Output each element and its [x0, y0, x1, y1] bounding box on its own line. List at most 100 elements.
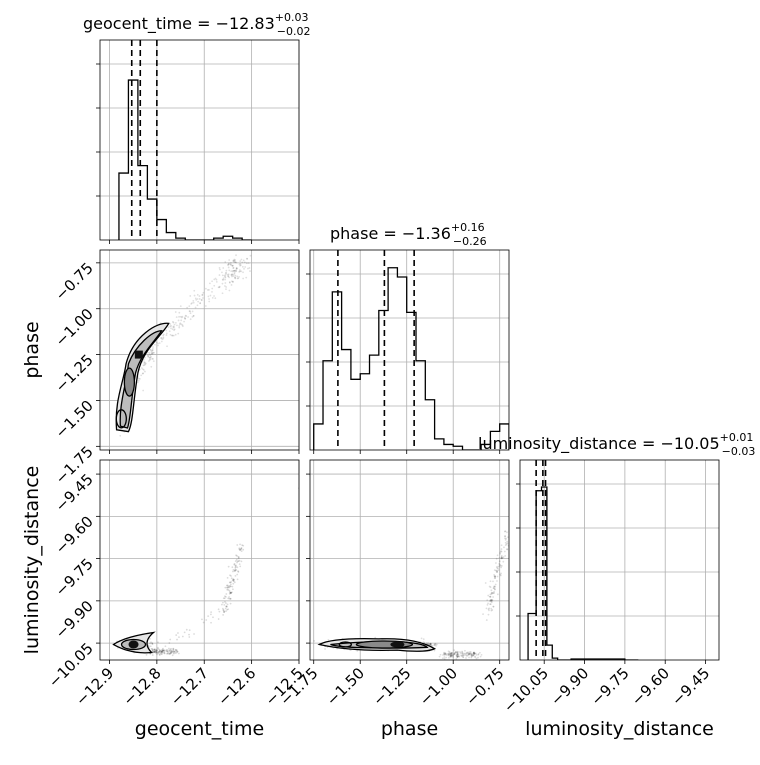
sample-point — [444, 652, 446, 654]
sample-point — [236, 277, 239, 280]
sample-point — [451, 652, 454, 655]
sample-point — [150, 365, 153, 368]
sample-point — [234, 276, 236, 279]
sample-point — [172, 648, 175, 651]
sample-point — [175, 651, 178, 654]
sample-point — [232, 579, 235, 582]
sample-point — [450, 652, 453, 655]
sample-point — [218, 274, 221, 276]
sample-point — [236, 578, 239, 581]
sample-point — [161, 648, 164, 651]
sample-point — [465, 657, 467, 659]
sample-point — [236, 275, 239, 278]
sample-point — [470, 653, 473, 655]
sample-point — [232, 269, 235, 272]
sample-point — [475, 652, 477, 655]
sample-point — [226, 586, 229, 589]
sample-point — [456, 656, 459, 658]
sample-point — [468, 656, 470, 659]
sample-point — [201, 293, 204, 296]
sample-point — [499, 550, 502, 553]
sample-point — [173, 650, 175, 653]
sample-point — [435, 645, 437, 647]
sample-point — [229, 591, 232, 594]
contour-line-inner — [123, 367, 136, 397]
sample-point — [459, 652, 462, 655]
sample-point — [230, 270, 233, 273]
x-tick-label-luminosity_distance: −10.05 — [500, 664, 552, 716]
sample-point — [162, 649, 165, 652]
sample-point — [147, 360, 150, 362]
sample-point — [499, 573, 502, 576]
sample-point — [155, 651, 158, 653]
sample-point — [492, 592, 495, 595]
sample-point — [491, 609, 494, 611]
sample-point — [429, 642, 432, 645]
sample-point — [143, 361, 146, 363]
sample-point — [243, 267, 245, 270]
sample-point — [450, 654, 453, 657]
sample-point — [184, 317, 187, 320]
sample-point — [449, 655, 452, 658]
sample-point — [167, 326, 170, 329]
sample-point — [470, 653, 473, 656]
sample-point — [240, 547, 243, 549]
sample-point — [200, 299, 203, 302]
sample-point — [497, 567, 500, 570]
sample-point — [235, 564, 237, 567]
sample-point — [150, 641, 152, 644]
x-tick-label-geocent_time: −12.7 — [167, 664, 212, 709]
sample-point — [449, 655, 452, 658]
sample-point — [147, 355, 149, 357]
sample-point — [468, 652, 470, 655]
sample-point — [145, 653, 148, 656]
sample-point — [151, 649, 154, 652]
sample-point — [225, 272, 228, 274]
sample-point — [488, 599, 491, 602]
sample-point — [482, 613, 484, 616]
sample-point — [490, 592, 493, 594]
sample-point — [427, 642, 430, 645]
sample-point — [152, 358, 154, 360]
sample-point — [141, 372, 144, 375]
sample-point — [149, 354, 152, 357]
sample-point — [470, 656, 473, 659]
sample-point — [238, 270, 241, 273]
sample-point — [225, 269, 228, 272]
sample-point — [452, 653, 454, 656]
title-minus-geocent_time: −0.02 — [277, 25, 311, 38]
sample-point — [236, 560, 239, 563]
sample-point — [136, 381, 139, 384]
sample-point — [495, 566, 498, 568]
sample-point — [151, 352, 154, 355]
sample-point — [206, 289, 209, 291]
sample-point — [147, 354, 149, 357]
sample-point — [149, 348, 152, 351]
sample-point — [234, 274, 237, 277]
sample-point — [491, 592, 494, 594]
sample-point — [228, 586, 231, 589]
title-minus-luminosity_distance: −0.03 — [722, 445, 756, 458]
sample-point — [472, 651, 475, 654]
sample-point — [186, 306, 189, 309]
sample-point — [224, 586, 227, 589]
sample-point — [493, 587, 495, 589]
sample-point — [453, 652, 456, 655]
sample-point — [224, 272, 227, 275]
sample-point — [234, 574, 237, 577]
sample-point — [177, 332, 180, 335]
sample-point — [473, 651, 476, 654]
sample-point — [213, 295, 215, 297]
sample-point — [161, 650, 164, 653]
sample-point — [183, 631, 186, 634]
sample-point — [503, 550, 506, 553]
sample-point — [496, 571, 498, 574]
sample-point — [500, 572, 502, 575]
sample-point — [148, 356, 151, 359]
sample-point — [486, 599, 489, 602]
sample-point — [240, 547, 243, 550]
sample-point — [239, 543, 241, 546]
sample-point — [151, 654, 154, 656]
sample-point — [231, 273, 233, 276]
sample-point — [450, 654, 453, 657]
